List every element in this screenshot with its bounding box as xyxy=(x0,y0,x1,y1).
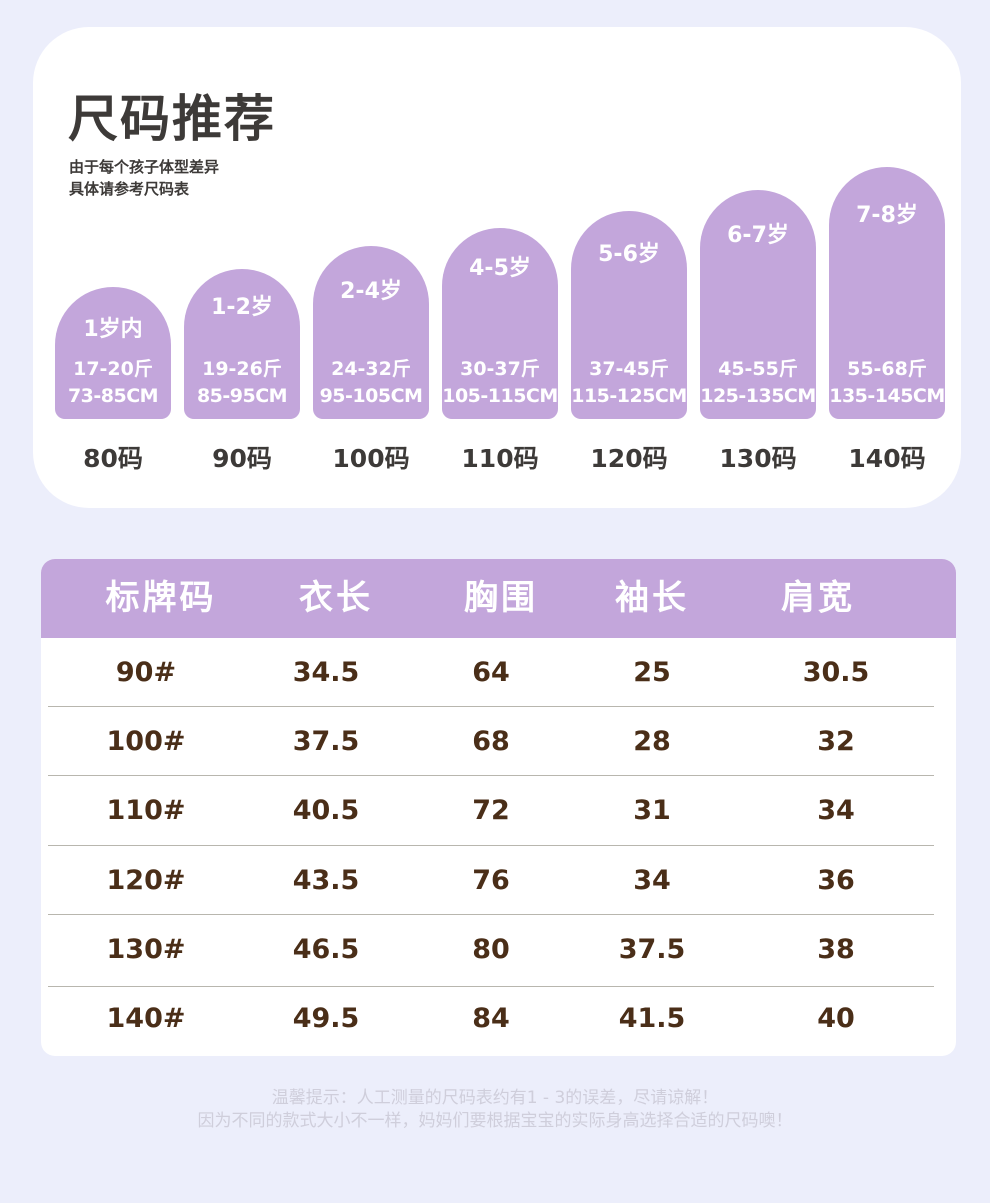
size-arch-140: 7-8岁 55-68斤 135-145CM xyxy=(829,167,945,419)
age-range-label: 7-8岁 xyxy=(856,203,918,228)
age-range-label: 5-6岁 xyxy=(598,242,660,267)
table-cell-sleeve: 25 xyxy=(633,657,671,688)
table-cell-shoulder: 40 xyxy=(817,1003,855,1034)
size-chart-table: 标牌码 衣长 胸围 袖长 肩宽 90# 34.5 64 25 30.5 100#… xyxy=(41,559,956,1056)
height-range-label: 73-85CM xyxy=(67,385,159,407)
subtitle-line-1: 由于每个孩子体型差异 xyxy=(69,158,220,176)
age-range-label: 1岁内 xyxy=(83,317,143,342)
table-cell-size: 90# xyxy=(115,657,177,688)
subtitle-line-2: 具体请参考尺码表 xyxy=(69,180,190,198)
row-divider xyxy=(48,986,934,987)
table-cell-length: 37.5 xyxy=(292,726,360,757)
table-cell-chest: 80 xyxy=(472,934,510,965)
subtitle: 由于每个孩子体型差异 具体请参考尺码表 xyxy=(69,156,219,200)
size-arch-110: 4-5岁 30-37斤 105-115CM xyxy=(442,228,558,419)
size-arch-120: 5-6岁 37-45斤 115-125CM xyxy=(571,211,687,419)
table-cell-sleeve: 31 xyxy=(633,795,671,826)
table-cell-chest: 84 xyxy=(472,1003,510,1034)
height-range-label: 115-125CM xyxy=(571,385,687,407)
row-divider xyxy=(48,706,934,707)
size-arch-90: 1-2岁 19-26斤 85-95CM xyxy=(184,269,300,419)
size-code-label: 90码 xyxy=(212,444,272,473)
table-cell-chest: 64 xyxy=(472,657,510,688)
size-code-label: 110码 xyxy=(461,444,539,473)
table-cell-size: 120# xyxy=(106,865,186,896)
table-cell-chest: 76 xyxy=(472,865,510,896)
table-cell-sleeve: 28 xyxy=(633,726,671,757)
table-cell-chest: 68 xyxy=(472,726,510,757)
weight-range-label: 24-32斤 xyxy=(331,358,411,380)
weight-range-label: 19-26斤 xyxy=(202,358,282,380)
height-range-label: 135-145CM xyxy=(829,385,945,407)
table-cell-sleeve: 41.5 xyxy=(618,1003,686,1034)
table-cell-size: 130# xyxy=(106,934,186,965)
height-range-label: 95-105CM xyxy=(319,385,423,407)
table-row: 100# 37.5 68 28 32 xyxy=(41,707,956,776)
height-range-label: 125-135CM xyxy=(700,385,816,407)
age-range-label: 2-4岁 xyxy=(340,279,402,304)
table-cell-size: 110# xyxy=(106,795,186,826)
table-row: 140# 49.5 84 41.5 40 xyxy=(41,984,956,1053)
table-cell-shoulder: 38 xyxy=(817,934,855,965)
age-range-label: 6-7岁 xyxy=(727,223,789,248)
table-cell-length: 34.5 xyxy=(292,657,360,688)
column-header-size-tag: 标牌码 xyxy=(105,578,217,618)
table-row: 110# 40.5 72 31 34 xyxy=(41,776,956,845)
height-range-label: 85-95CM xyxy=(196,385,288,407)
table-cell-shoulder: 32 xyxy=(817,726,855,757)
table-cell-shoulder: 34 xyxy=(817,795,855,826)
table-row: 90# 34.5 64 25 30.5 xyxy=(41,638,956,707)
table-cell-sleeve: 34 xyxy=(633,865,671,896)
weight-range-label: 55-68斤 xyxy=(847,358,927,380)
row-divider xyxy=(48,775,934,776)
size-code-label: 100码 xyxy=(332,444,410,473)
size-arch-100: 2-4岁 24-32斤 95-105CM xyxy=(313,246,429,419)
weight-range-label: 17-20斤 xyxy=(73,358,153,380)
size-code-label: 120码 xyxy=(590,444,668,473)
tip-note-line-1: 温馨提示：人工测量的尺码表约有1 - 3的误差，尽请谅解！ xyxy=(271,1088,719,1108)
column-header-length: 衣长 xyxy=(299,578,373,618)
column-header-chest: 胸围 xyxy=(464,578,538,618)
height-range-label: 105-115CM xyxy=(442,385,558,407)
size-code-label: 130码 xyxy=(719,444,797,473)
table-row: 120# 43.5 76 34 36 xyxy=(41,846,956,915)
table-cell-size: 100# xyxy=(106,726,186,757)
weight-range-label: 37-45斤 xyxy=(589,358,669,380)
table-cell-shoulder: 30.5 xyxy=(802,657,870,688)
table-cell-length: 43.5 xyxy=(292,865,360,896)
age-range-label: 4-5岁 xyxy=(469,256,531,281)
table-cell-length: 49.5 xyxy=(292,1003,360,1034)
weight-range-label: 30-37斤 xyxy=(460,358,540,380)
table-cell-chest: 72 xyxy=(472,795,510,826)
table-cell-shoulder: 36 xyxy=(817,865,855,896)
size-arch-80: 1岁内 17-20斤 73-85CM xyxy=(55,287,171,419)
column-header-shoulder: 肩宽 xyxy=(781,578,855,618)
table-cell-length: 40.5 xyxy=(292,795,360,826)
size-arch-130: 6-7岁 45-55斤 125-135CM xyxy=(700,190,816,419)
size-recommendation-card: 尺码推荐 由于每个孩子体型差异 具体请参考尺码表 1岁内 17-20斤 73-8… xyxy=(33,27,961,508)
page-title: 尺码推荐 xyxy=(68,90,276,148)
column-header-sleeve: 袖长 xyxy=(615,578,689,618)
size-code-label: 140码 xyxy=(848,444,926,473)
size-code-label: 80码 xyxy=(83,444,143,473)
table-row: 130# 46.5 80 37.5 38 xyxy=(41,915,956,984)
row-divider xyxy=(48,914,934,915)
table-cell-sleeve: 37.5 xyxy=(618,934,686,965)
table-cell-size: 140# xyxy=(106,1003,186,1034)
tip-note-line-2: 因为不同的款式大小不一样，妈妈们要根据宝宝的实际身高选择合适的尺码噢！ xyxy=(197,1111,793,1131)
table-header: 标牌码 衣长 胸围 袖长 肩宽 xyxy=(41,559,956,638)
age-range-label: 1-2岁 xyxy=(211,295,273,320)
row-divider xyxy=(48,845,934,846)
table-cell-length: 46.5 xyxy=(292,934,360,965)
weight-range-label: 45-55斤 xyxy=(718,358,798,380)
